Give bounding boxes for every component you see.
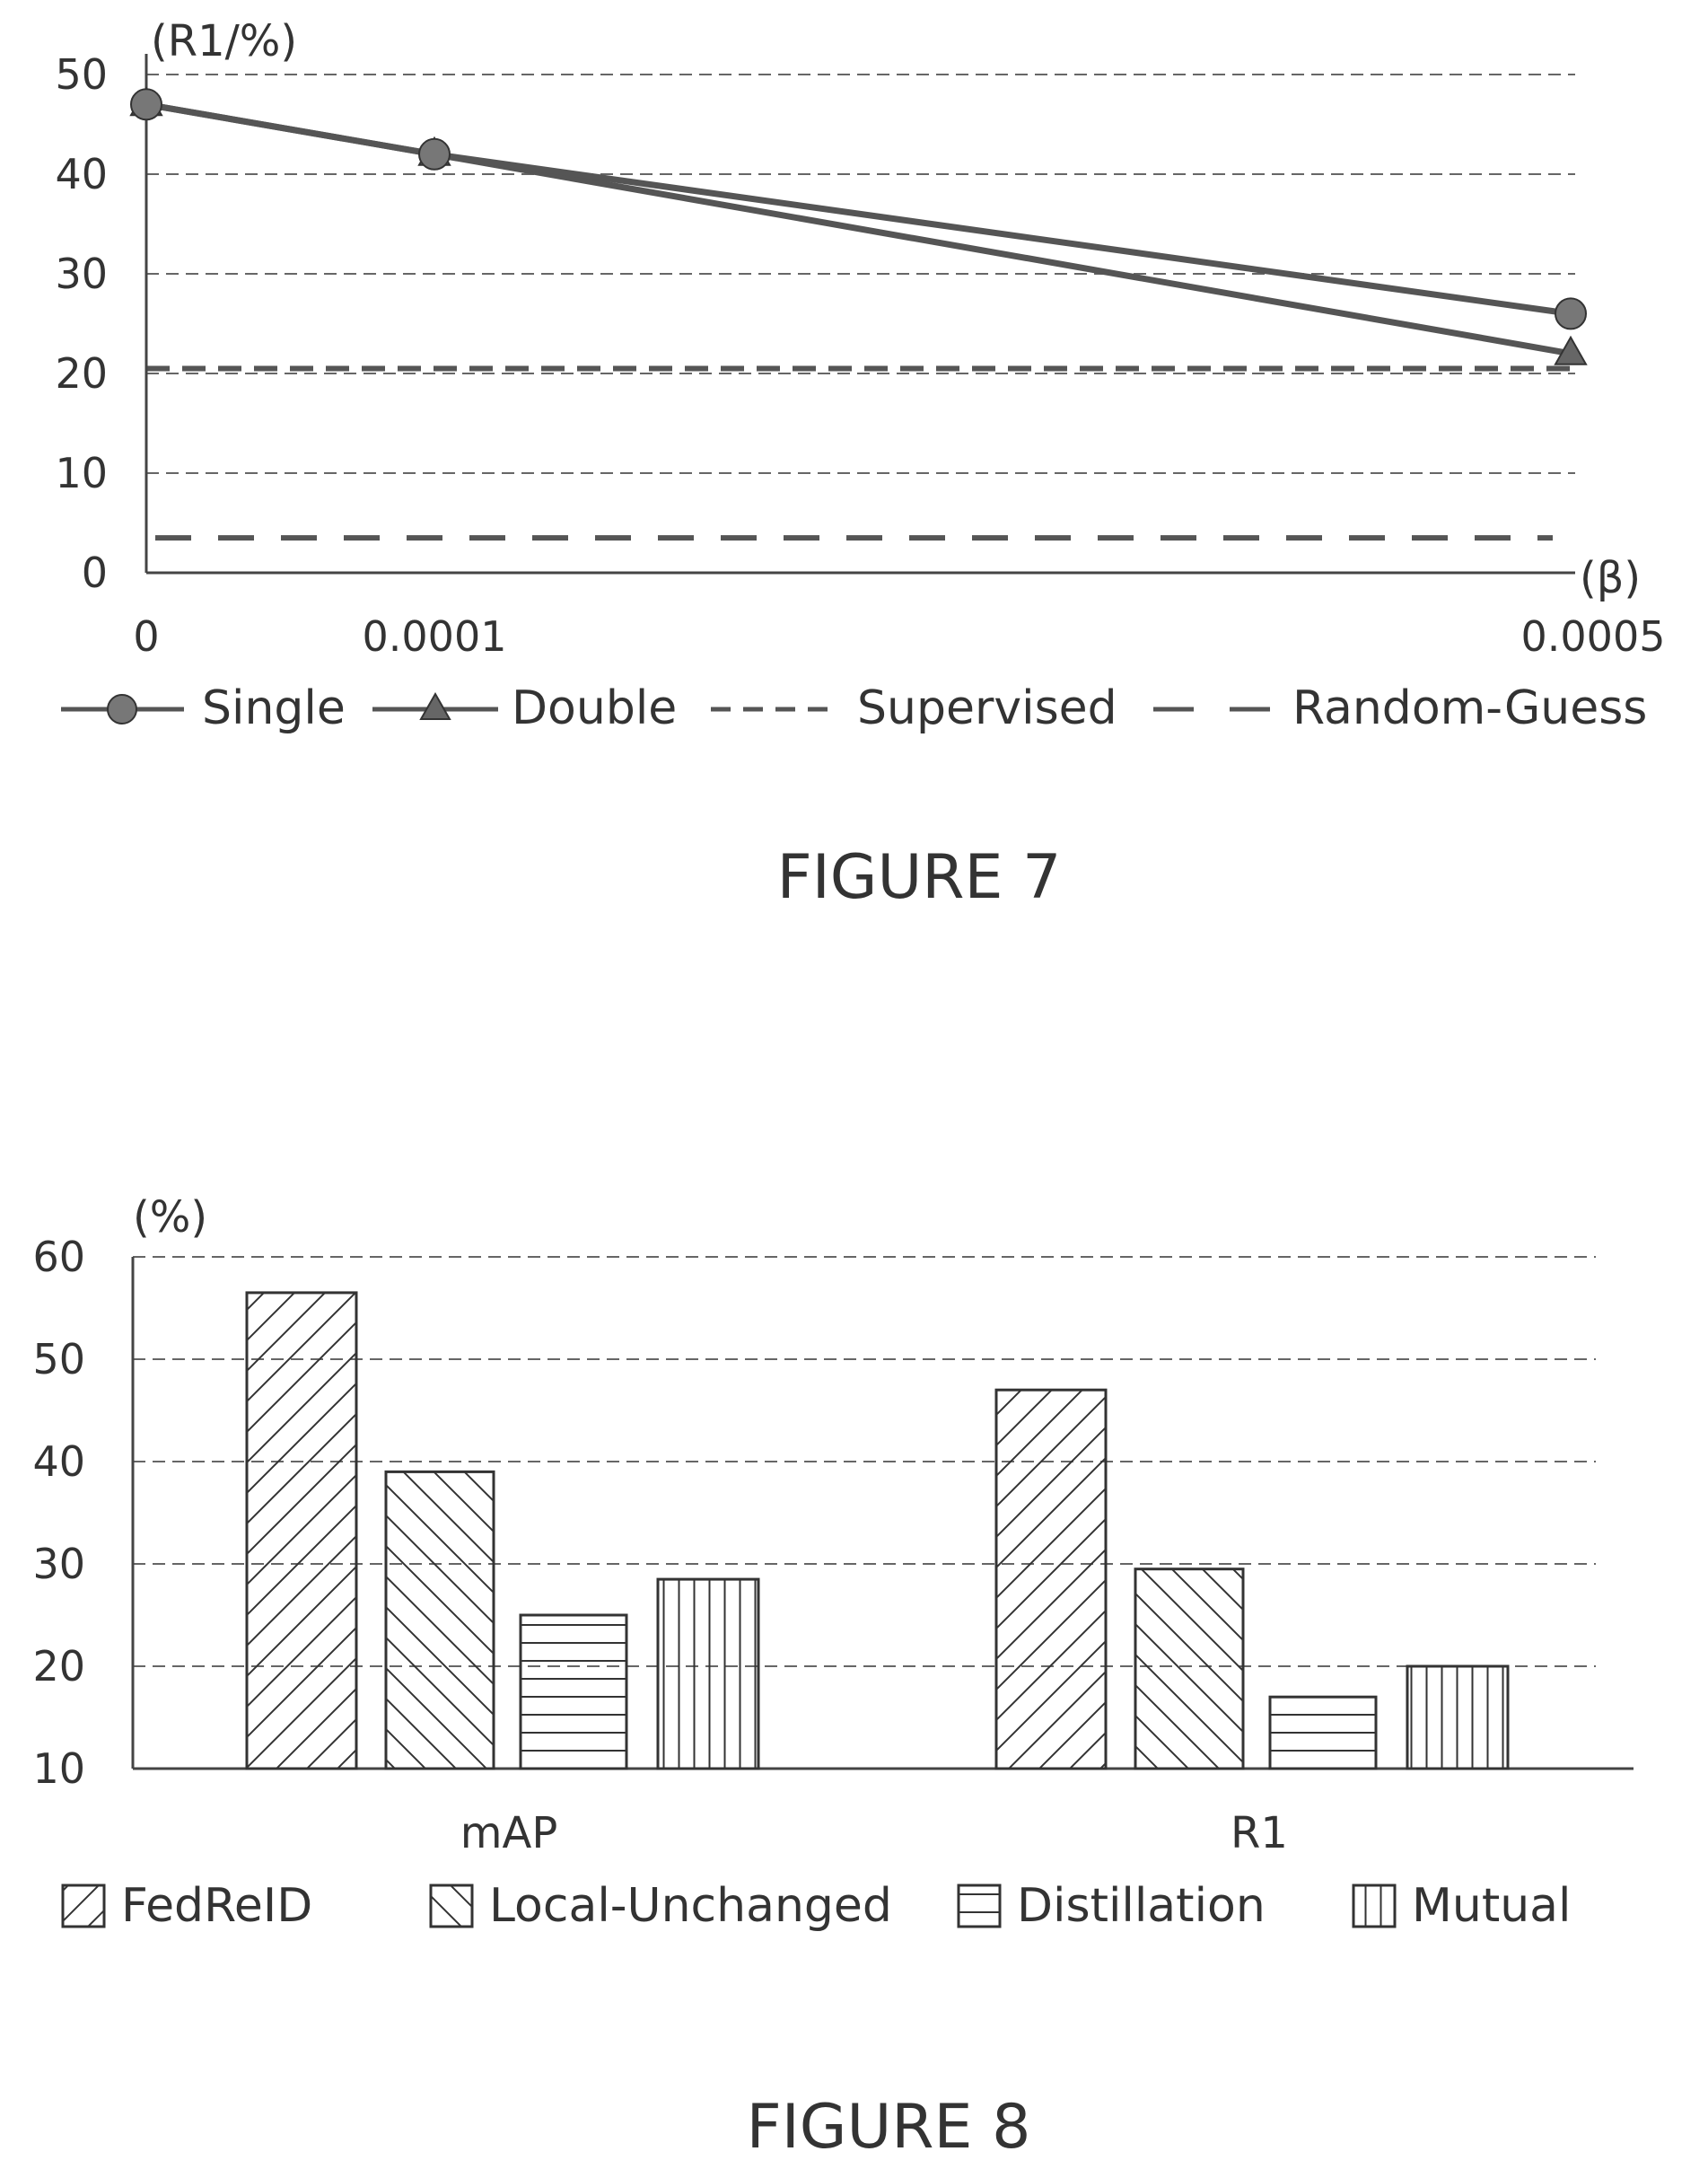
f7-legend: Single Double Supervised Random-Guess	[61, 681, 1647, 735]
f8-category-labels: mAP R1	[460, 1808, 1288, 1858]
f7-reference-lines	[146, 365, 1575, 541]
legend-double-label: Double	[512, 681, 677, 735]
f8-caption: FIGURE 8	[747, 2092, 1031, 2163]
single-point	[418, 137, 451, 171]
legend-label-mutual: Mutual	[1412, 1879, 1571, 1933]
figure-7-line-chart: 0 10 20 30 40 50 0 0.0001 0.0005 (R1/%) (β) Sin…	[55, 16, 1665, 913]
f7-y-tick: 20	[55, 349, 108, 398]
f7-y-tick-labels: 0 10 20 30 40 50	[55, 50, 108, 597]
f7-gridlines	[146, 74, 1575, 474]
legend-swatch-fedreid	[61, 1884, 106, 1928]
double-point	[1554, 335, 1588, 365]
legend-single-marker	[107, 694, 137, 724]
f8-y-axis-label: (%)	[133, 1192, 207, 1243]
f7-x-axis-label: (β)	[1580, 553, 1641, 603]
f8-category-label: R1	[1231, 1808, 1288, 1858]
f7-x-tick: 0	[133, 612, 159, 661]
single-line	[145, 101, 1572, 317]
bar-fedreid-r1	[994, 1388, 1108, 1770]
single-point	[1555, 297, 1587, 330]
f8-y-tick: 10	[32, 1744, 85, 1793]
bar-local-unchanged-r1	[1134, 1567, 1245, 1770]
f8-y-tick: 50	[32, 1335, 85, 1383]
f7-x-tick: 0.0005	[1521, 612, 1666, 661]
bar-fedreid-map	[245, 1291, 358, 1770]
single-point	[130, 88, 162, 121]
f7-y-tick: 0	[82, 549, 108, 597]
f8-category-label: mAP	[460, 1808, 558, 1858]
legend-label-local-unchanged: Local-Unchanged	[489, 1879, 892, 1933]
f7-y-tick: 30	[55, 250, 108, 298]
f7-y-tick: 50	[55, 50, 108, 99]
legend-random-guess-label: Random-Guess	[1292, 681, 1647, 735]
legend-swatch-distillation	[957, 1884, 1002, 1928]
bar-distillation-r1	[1268, 1695, 1378, 1770]
f8-y-tick: 20	[32, 1642, 85, 1690]
bar-distillation-map	[519, 1613, 628, 1770]
legend-swatch-local-unchanged	[429, 1884, 474, 1928]
legend-single-label: Single	[202, 681, 346, 735]
figure-8-bar-chart: 10 20 30 40 50 60 (%) mAP R1 FedReID Local-Unch…	[32, 1192, 1634, 2163]
f7-y-tick: 10	[55, 449, 108, 497]
f8-y-tick: 30	[32, 1540, 85, 1588]
bar-local-unchanged-map	[384, 1470, 495, 1770]
f8-y-tick-labels: 10 20 30 40 50 60	[32, 1233, 85, 1793]
f8-bars	[245, 1291, 1510, 1770]
f8-legend: FedReID Local-Unchanged Distillation Mutual	[61, 1879, 1571, 1933]
bar-mutual-r1	[1406, 1664, 1510, 1770]
legend-swatch-mutual	[1352, 1884, 1397, 1928]
f7-y-tick: 40	[55, 150, 108, 198]
f7-x-tick-labels: 0 0.0001 0.0005	[133, 612, 1665, 661]
f8-y-tick: 40	[32, 1437, 85, 1486]
bar-mutual-map	[656, 1577, 760, 1770]
f8-y-tick: 60	[32, 1233, 85, 1281]
f7-x-tick: 0.0001	[363, 612, 507, 661]
legend-double-marker	[419, 691, 451, 720]
legend-label-distillation: Distillation	[1017, 1879, 1266, 1933]
f7-caption: FIGURE 7	[777, 842, 1062, 913]
f8-gridlines	[133, 1256, 1596, 1667]
f7-series-lines	[129, 86, 1588, 365]
legend-supervised-label: Supervised	[857, 681, 1117, 735]
f7-y-axis-label: (R1/%)	[151, 16, 297, 66]
legend-label-fedreid: FedReID	[121, 1879, 312, 1933]
